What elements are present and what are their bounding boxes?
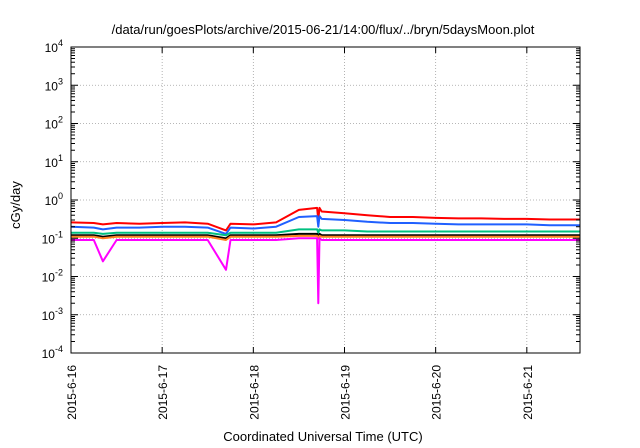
- y-tick-label: 103: [45, 76, 63, 93]
- chart-title: /data/run/goesPlots/archive/2015-06-21/1…: [112, 22, 535, 37]
- series-line-6: [71, 237, 580, 305]
- y-tick-label: 104: [45, 38, 63, 55]
- series-line-2: [70, 215, 580, 235]
- data-series: [70, 206, 580, 305]
- y-tick-label: 100: [45, 191, 63, 208]
- gridlines: [70, 47, 580, 353]
- series-line-3: [71, 228, 580, 237]
- y-tick-label: 10-4: [42, 344, 63, 361]
- series-line-1: [70, 206, 580, 232]
- x-tick-label: 2015-6-17: [156, 365, 170, 420]
- y-tick-label: 102: [45, 115, 63, 132]
- y-tick-label: 10-1: [42, 229, 63, 246]
- x-tick-label: 2015-6-16: [65, 365, 79, 420]
- y-tick-label: 10-2: [42, 268, 63, 285]
- x-tick-label: 2015-6-18: [247, 365, 261, 420]
- series-line-5: [71, 234, 580, 241]
- y-axis-label: cGy/day: [8, 181, 23, 229]
- y-tick-label: 101: [45, 153, 63, 170]
- x-tick-label: 2015-6-19: [338, 365, 352, 420]
- y-tick-label: 10-3: [42, 306, 63, 323]
- axes: 2015-6-16 2015-6-17 2015-6-18 2015-6-19 2015…: [42, 38, 580, 420]
- x-tick-label: 2015-6-21: [521, 365, 535, 420]
- x-axis-label: Coordinated Universal Time (UTC): [223, 429, 422, 444]
- x-tick-label: 2015-6-20: [430, 365, 444, 420]
